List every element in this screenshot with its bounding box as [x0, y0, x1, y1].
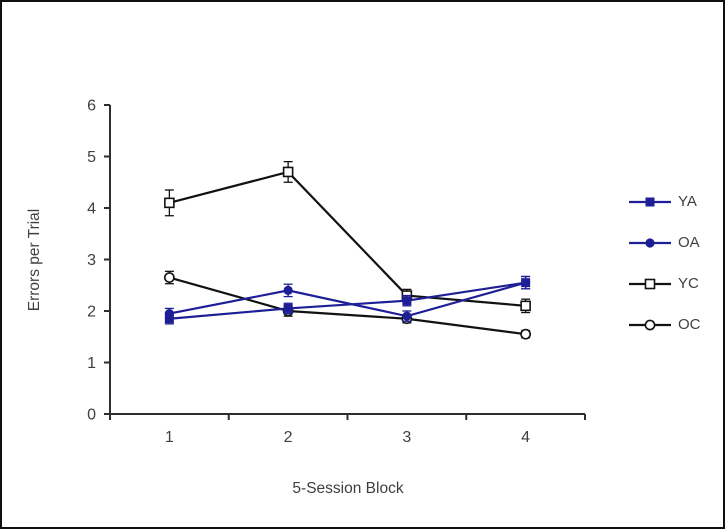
marker-filled-square: [283, 303, 293, 313]
marker-filled-circle: [521, 278, 531, 288]
legend: YA OA YC OC: [628, 193, 701, 333]
legend-item-yc: YC: [628, 275, 701, 292]
tick-labels: 0 1 2 3 4 5 6 1 2 3 4: [87, 98, 530, 447]
marker-open-square: [164, 197, 175, 209]
series-oa: [164, 275, 531, 322]
x-tick-label: 1: [165, 429, 174, 446]
legend-marker-filled-square: [629, 197, 671, 207]
marker-open-square: [520, 300, 531, 312]
legend-item-oa: OA: [628, 234, 701, 251]
y-tick-label: 0: [87, 407, 96, 424]
marker-filled-circle: [283, 285, 293, 295]
y-tick-label: 6: [87, 98, 96, 115]
x-tick-label: 3: [402, 429, 411, 446]
x-tick-label: 2: [284, 429, 293, 446]
legend-marker-open-square: [629, 278, 671, 290]
legend-item-oc: OC: [628, 316, 701, 333]
y-tick-label: 1: [87, 355, 96, 372]
y-axis-title: Errors per Trial: [26, 208, 43, 312]
x-axis-title: 5-Session Block: [292, 480, 404, 497]
marker-open-square: [282, 166, 294, 178]
series-line: [169, 276, 526, 336]
y-tick-label: 5: [87, 149, 96, 166]
axes: [104, 104, 586, 420]
series-line: [169, 281, 526, 320]
series-line: [169, 281, 526, 318]
y-tick-label: 3: [87, 252, 96, 269]
marker-filled-square: [402, 296, 412, 306]
legend-label: YC: [678, 275, 699, 292]
x-tick-label: 4: [521, 429, 530, 446]
marker-open-circle: [163, 272, 175, 283]
legend-label: OA: [678, 234, 700, 251]
legend-label: OC: [678, 316, 701, 333]
legend-marker-open-circle: [629, 319, 671, 331]
legend-marker-filled-circle: [629, 238, 671, 248]
legend-item-ya: YA: [628, 193, 701, 210]
marker-filled-circle: [402, 311, 412, 321]
y-tick-label: 4: [87, 201, 96, 218]
legend-label: YA: [678, 193, 697, 210]
series-line: [169, 170, 526, 307]
y-tick-label: 2: [87, 304, 96, 321]
marker-filled-circle: [164, 308, 174, 319]
series-ya: [164, 275, 531, 325]
marker-open-circle: [520, 328, 532, 340]
